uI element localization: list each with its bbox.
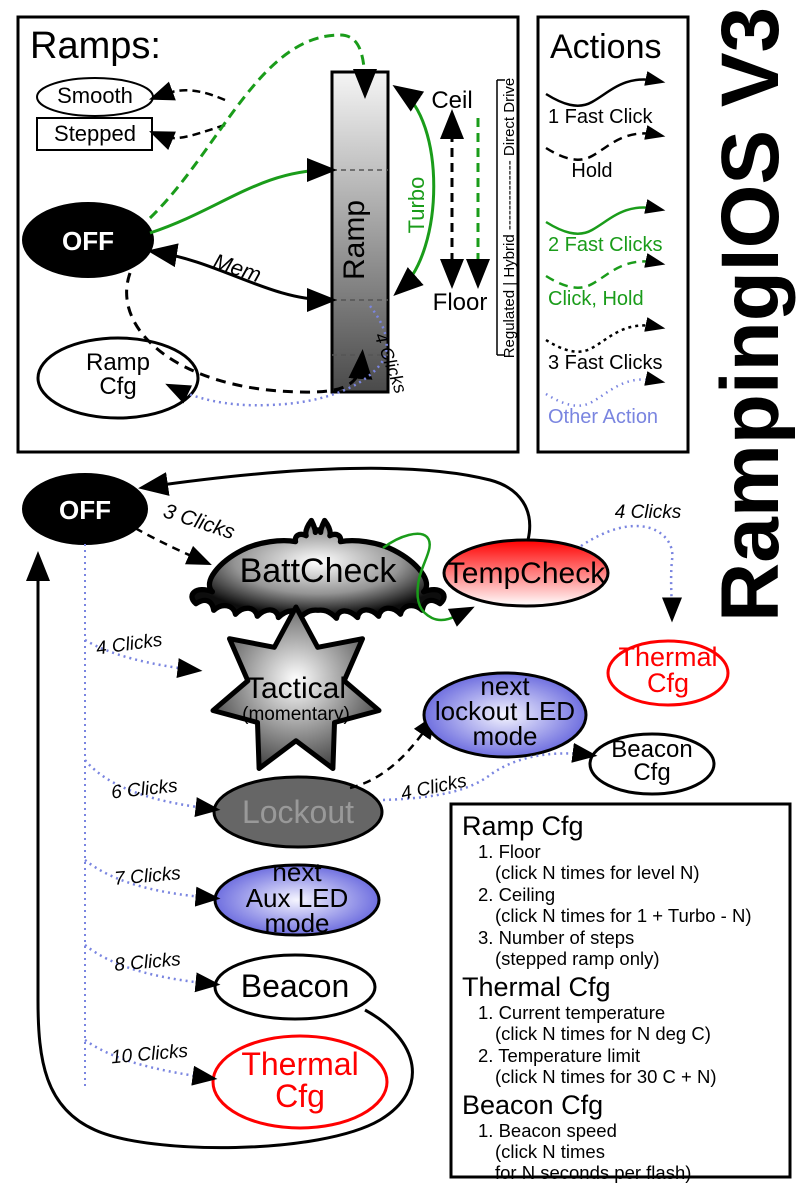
svg-text:Actions: Actions	[550, 28, 662, 66]
svg-text:2. Ceiling: 2. Ceiling	[478, 884, 555, 905]
svg-text:for N seconds per flash): for N seconds per flash)	[495, 1162, 691, 1183]
svg-text:Turbo: Turbo	[404, 177, 429, 234]
svg-text:Other Action: Other Action	[548, 406, 658, 428]
svg-text:TempCheck: TempCheck	[447, 557, 606, 590]
svg-text:Cfg: Cfg	[99, 373, 136, 400]
svg-text:(click N times for 30 C + N): (click N times for 30 C + N)	[495, 1066, 717, 1087]
svg-text:Click, Hold: Click, Hold	[548, 288, 644, 310]
svg-text:Hold: Hold	[571, 160, 612, 182]
svg-text:8 Clicks: 8 Clicks	[113, 949, 182, 976]
svg-text:Thermal Cfg: Thermal Cfg	[462, 972, 611, 1002]
svg-text:(stepped ramp only): (stepped ramp only)	[495, 948, 660, 969]
svg-text:Lockout: Lockout	[242, 794, 354, 830]
svg-text:2 Fast Clicks: 2 Fast Clicks	[548, 234, 662, 256]
svg-text:Cfg: Cfg	[647, 668, 689, 698]
svg-text:(click N times for 1 + Turbo -: (click N times for 1 + Turbo - N)	[495, 905, 751, 926]
svg-text:Beacon Cfg: Beacon Cfg	[462, 1090, 603, 1120]
svg-text:mode: mode	[264, 908, 329, 938]
svg-text:4 Clicks: 4 Clicks	[399, 770, 469, 804]
svg-text:1. Beacon speed: 1. Beacon speed	[478, 1120, 617, 1141]
svg-text:3. Number of steps: 3. Number of steps	[478, 927, 634, 948]
svg-text:Ceil: Ceil	[431, 87, 472, 114]
svg-text:6 Clicks: 6 Clicks	[110, 776, 179, 804]
svg-text:(click N times for N deg C): (click N times for N deg C)	[495, 1023, 711, 1044]
svg-text:mode: mode	[472, 721, 537, 751]
svg-text:Tactical: Tactical	[246, 672, 346, 705]
svg-text:1. Floor: 1. Floor	[478, 841, 541, 862]
svg-text:Smooth: Smooth	[57, 83, 133, 108]
svg-text:(momentary): (momentary)	[242, 704, 350, 725]
svg-text:Stepped: Stepped	[54, 121, 136, 146]
svg-text:7 Clicks: 7 Clicks	[113, 863, 182, 890]
svg-text:Cfg: Cfg	[633, 759, 670, 786]
svg-text:Mem: Mem	[210, 248, 264, 287]
svg-text:Ramp: Ramp	[338, 200, 371, 280]
svg-text:3 Clicks: 3 Clicks	[160, 500, 237, 545]
svg-text:1 Fast Click: 1 Fast Click	[548, 106, 653, 128]
svg-text:OFF: OFF	[59, 495, 111, 525]
svg-text:2. Temperature limit: 2. Temperature limit	[478, 1045, 640, 1066]
svg-text:Ramp Cfg: Ramp Cfg	[462, 811, 584, 841]
svg-text:Ramps:: Ramps:	[30, 25, 161, 67]
svg-text:BattCheck: BattCheck	[240, 552, 398, 590]
svg-text:4 Clicks: 4 Clicks	[95, 629, 164, 659]
svg-text:10 Clicks: 10 Clicks	[110, 1041, 189, 1069]
svg-text:Ramp: Ramp	[86, 349, 150, 376]
svg-text:Cfg: Cfg	[275, 1078, 325, 1114]
svg-text:(click N times for level N): (click N times for level N)	[495, 862, 700, 883]
svg-text:Thermal: Thermal	[241, 1046, 358, 1082]
svg-text:RampingIOS V3: RampingIOS V3	[705, 7, 796, 622]
svg-text:(click N times: (click N times	[495, 1141, 605, 1162]
svg-text:Beacon: Beacon	[241, 968, 350, 1004]
svg-text:3 Fast Clicks: 3 Fast Clicks	[548, 352, 662, 374]
svg-text:1. Current temperature: 1. Current temperature	[478, 1002, 665, 1023]
svg-text:4 Clicks: 4 Clicks	[615, 502, 682, 523]
svg-text:Floor: Floor	[433, 289, 488, 316]
svg-text:Regulated | Hybrid -----------: Regulated | Hybrid -------------- Direct…	[501, 78, 518, 359]
svg-text:OFF: OFF	[62, 226, 114, 256]
